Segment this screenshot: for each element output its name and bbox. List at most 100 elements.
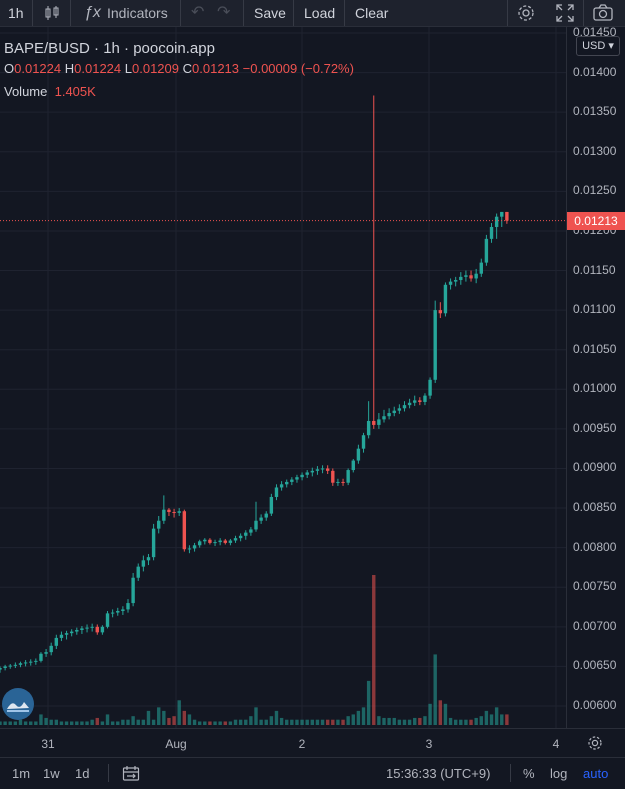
volume-bar (438, 700, 443, 725)
candle-body (453, 280, 458, 282)
candle-body (44, 652, 48, 654)
candle-body (443, 284, 448, 314)
volume-bar (382, 717, 386, 725)
price-tick-label: 0.01300 (573, 143, 617, 158)
open-value: 0.01224 (14, 61, 62, 76)
candle-body (167, 509, 171, 513)
log-toggle[interactable]: log (550, 766, 568, 781)
price-tick-label: 0.01400 (573, 64, 617, 79)
price-axis[interactable]: 0.01450 0.01400 0.01350 0.01300 0.01250 0.012… (566, 25, 625, 728)
volume-bar (336, 719, 340, 725)
candle-body (192, 545, 197, 549)
candle-body (3, 666, 7, 668)
volume-label: Volume (4, 84, 48, 99)
high-label: H (64, 61, 75, 76)
function-icon[interactable]: ƒx (84, 4, 101, 21)
range-1d-button[interactable]: 1d (75, 766, 90, 781)
price-tick-label: 0.01150 (573, 262, 616, 277)
volume-bar (402, 719, 407, 725)
date-range-calendar-icon[interactable] (122, 765, 140, 787)
volume-bar (279, 717, 284, 725)
price-tick-label: 0.00600 (573, 698, 617, 712)
volume-bar (254, 707, 258, 725)
price-tick-label: 0.01100 (573, 302, 616, 317)
volume-bar (177, 700, 181, 725)
range-1w-button[interactable]: 1w (43, 766, 60, 781)
divider (344, 0, 345, 26)
volume-bar (274, 710, 279, 725)
candle-body (300, 474, 304, 478)
undo-icon[interactable]: ↶ (191, 4, 205, 21)
time-label: 3 (425, 737, 433, 751)
time-axis[interactable]: 31 Aug 2 3 4 (0, 728, 625, 758)
volume-bar (443, 703, 448, 725)
divider (32, 0, 33, 26)
candle-body (54, 637, 59, 646)
volume-bar (387, 717, 391, 725)
volume-bar (505, 714, 509, 725)
candle-body (285, 481, 289, 485)
candle-body (187, 548, 192, 550)
candle-body (203, 539, 207, 542)
save-button[interactable]: Save (254, 5, 286, 21)
axis-settings-gear-icon[interactable] (586, 734, 604, 757)
candle-body (407, 402, 412, 406)
volume-bar (300, 719, 304, 725)
interval-selector[interactable]: 1h (8, 5, 24, 21)
volume-bar (29, 721, 33, 725)
volume-bar (95, 717, 99, 725)
camera-icon[interactable] (592, 3, 614, 23)
volume-bar (167, 717, 171, 725)
candlestick-style-icon[interactable] (44, 5, 60, 21)
range-1m-button[interactable]: 1m (12, 766, 31, 781)
candle-body (69, 631, 74, 634)
volume-bar (110, 721, 115, 725)
candle-body (177, 511, 181, 513)
candle-body (126, 603, 130, 610)
candle-body (39, 653, 43, 661)
clear-button[interactable]: Clear (355, 5, 389, 21)
candle-body (279, 484, 284, 488)
volume-bar (208, 721, 212, 725)
candle-body (320, 468, 325, 470)
time-label: 31 (41, 737, 55, 751)
candle-body (397, 408, 402, 411)
volume-bar (346, 716, 350, 725)
auto-toggle[interactable]: auto (583, 766, 609, 781)
volume-bar (233, 719, 238, 725)
clock-timezone[interactable]: 15:36:33 (UTC+9) (386, 766, 491, 781)
candle-body (136, 566, 140, 578)
load-button[interactable]: Load (304, 5, 336, 21)
currency-selector[interactable]: USD ▾ (576, 36, 620, 56)
percent-toggle[interactable]: % (523, 766, 535, 781)
chart-pane[interactable]: BAPE/BUSD · 1h · poocoin.app O0.01224 H0… (0, 27, 566, 728)
volume-bar (90, 719, 94, 725)
volume-bar (13, 721, 18, 725)
candle-body (341, 481, 345, 483)
redo-icon[interactable]: ↷ (217, 4, 231, 21)
price-tick-label: 0.00700 (573, 618, 617, 633)
candle-body (75, 629, 79, 632)
volume-bar (305, 719, 309, 725)
candle-body (336, 481, 340, 483)
candle-body (208, 539, 212, 543)
candle-body (433, 310, 437, 380)
candle-body (85, 627, 89, 629)
candle-body (116, 610, 120, 613)
gear-icon[interactable] (516, 3, 536, 23)
divider (507, 0, 508, 26)
tradingview-logo[interactable] (2, 688, 34, 720)
candlestick-chart[interactable] (0, 27, 566, 728)
indicators-button[interactable]: Indicators (107, 5, 168, 21)
price-tick-label: 0.01000 (573, 381, 617, 396)
volume-bar (85, 721, 89, 725)
candle-body (172, 512, 176, 514)
candle-body (402, 405, 407, 409)
candle-body (131, 577, 135, 604)
candle-body (438, 310, 443, 314)
fullscreen-icon[interactable] (555, 3, 575, 23)
volume-bar (494, 707, 499, 725)
candle-body (162, 509, 166, 521)
volume-bar (75, 721, 79, 725)
volume-bar (151, 719, 156, 725)
